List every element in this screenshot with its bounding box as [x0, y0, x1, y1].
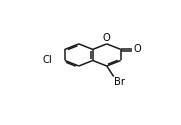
Text: Cl: Cl [43, 56, 52, 66]
Text: O: O [103, 33, 111, 43]
Text: Br: Br [114, 77, 125, 87]
Text: O: O [133, 44, 141, 54]
